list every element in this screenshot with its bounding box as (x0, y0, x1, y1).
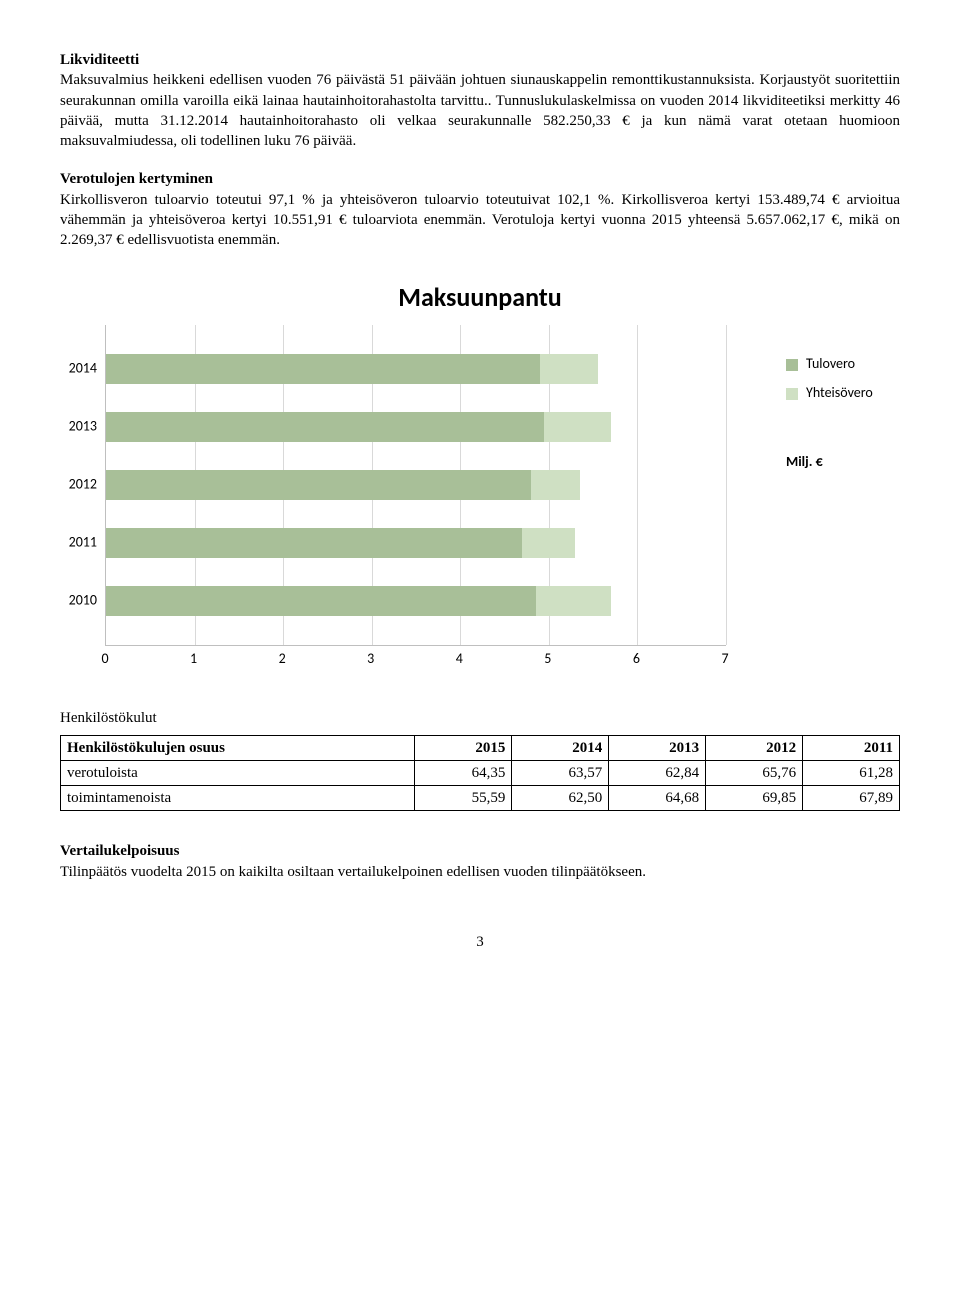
bar-segment (522, 528, 575, 558)
cell: 64,35 (415, 760, 512, 785)
y-tick: 2014 (69, 360, 97, 379)
body-likviditeetti: Maksuvalmius heikkeni edellisen vuoden 7… (60, 72, 900, 149)
col-2014: 2014 (512, 735, 609, 760)
chart-plot-area (105, 325, 726, 646)
x-tick: 0 (101, 650, 108, 669)
cell: 62,84 (609, 760, 706, 785)
y-tick: 2011 (69, 534, 97, 553)
chart-y-axis: 2014 2013 2012 2011 2010 (60, 325, 105, 645)
col-2011: 2011 (803, 735, 900, 760)
bar-segment (106, 470, 531, 500)
chart-maksuunpantu: Maksuunpantu 20142013201220112010 Tulove… (60, 280, 900, 668)
bar-segment (544, 412, 610, 442)
bar-segment (106, 412, 544, 442)
bar-segment (106, 586, 536, 616)
legend-swatch-tulovero (786, 359, 798, 371)
cell: 61,28 (803, 760, 900, 785)
section-vertailukelpoisuus: Vertailukelpoisuus Tilinpäätös vuodelta … (60, 841, 900, 882)
cell: 63,57 (512, 760, 609, 785)
body-vertailukelpoisuus: Tilinpäätös vuodelta 2015 on kaikilta os… (60, 864, 646, 880)
cell: 55,59 (415, 786, 512, 811)
x-tick: 3 (367, 650, 374, 669)
legend-item-tulovero: Tulovero (786, 355, 873, 374)
chart-unit-label: Milj. € (786, 453, 873, 472)
table-header-label: Henkilöstökulujen osuus (61, 735, 415, 760)
legend-label-yhteisovero: Yhteisövero (806, 384, 873, 403)
page-number: 3 (60, 932, 900, 952)
y-tick: 2012 (69, 476, 97, 495)
section-likviditeetti: Likviditeetti Maksuvalmius heikkeni edel… (60, 50, 900, 151)
table-section: Henkilöstökulut Henkilöstökulujen osuus … (60, 708, 900, 811)
col-2012: 2012 (706, 735, 803, 760)
cell: 69,85 (706, 786, 803, 811)
row-label: verotuloista (61, 760, 415, 785)
bar-row (106, 586, 726, 616)
table-row: verotuloista64,3563,5762,8465,7661,28 (61, 760, 900, 785)
heading-verotulot: Verotulojen kertyminen (60, 171, 213, 187)
heading-vertailukelpoisuus: Vertailukelpoisuus (60, 843, 179, 859)
chart-x-axis: 01234567 (105, 646, 725, 668)
x-tick: 5 (544, 650, 551, 669)
y-tick: 2013 (69, 418, 97, 437)
cell: 64,68 (609, 786, 706, 811)
x-tick: 6 (633, 650, 640, 669)
x-tick: 2 (279, 650, 286, 669)
chart-title: Maksuunpantu (60, 280, 900, 315)
heading-likviditeetti: Likviditeetti (60, 52, 139, 68)
bar-segment (536, 586, 611, 616)
henkilostokulut-table: Henkilöstökulujen osuus 2015 2014 2013 2… (60, 735, 900, 812)
x-tick: 1 (190, 650, 197, 669)
bar-row (106, 470, 726, 500)
section-verotulot: Verotulojen kertyminen Kirkollisveron tu… (60, 169, 900, 250)
col-2013: 2013 (609, 735, 706, 760)
bar-row (106, 412, 726, 442)
col-2015: 2015 (415, 735, 512, 760)
cell: 65,76 (706, 760, 803, 785)
bar-segment (531, 470, 580, 500)
bar-row (106, 354, 726, 384)
bar-segment (106, 528, 522, 558)
table-header-row: Henkilöstökulujen osuus 2015 2014 2013 2… (61, 735, 900, 760)
cell: 67,89 (803, 786, 900, 811)
bar-row (106, 528, 726, 558)
chart-legend: Tulovero Yhteisövero Milj. € (786, 355, 873, 472)
body-verotulot: Kirkollisveron tuloarvio toteutui 97,1 %… (60, 192, 900, 249)
row-label: toimintamenoista (61, 786, 415, 811)
legend-swatch-yhteisovero (786, 388, 798, 400)
legend-item-yhteisovero: Yhteisövero (786, 384, 873, 403)
x-tick: 4 (456, 650, 463, 669)
y-tick: 2010 (69, 592, 97, 611)
table-intro: Henkilöstökulut (60, 708, 900, 728)
legend-label-tulovero: Tulovero (806, 355, 855, 374)
x-tick: 7 (721, 650, 728, 669)
cell: 62,50 (512, 786, 609, 811)
bar-segment (540, 354, 598, 384)
table-row: toimintamenoista55,5962,5064,6869,8567,8… (61, 786, 900, 811)
gridline (726, 325, 727, 645)
bar-segment (106, 354, 540, 384)
